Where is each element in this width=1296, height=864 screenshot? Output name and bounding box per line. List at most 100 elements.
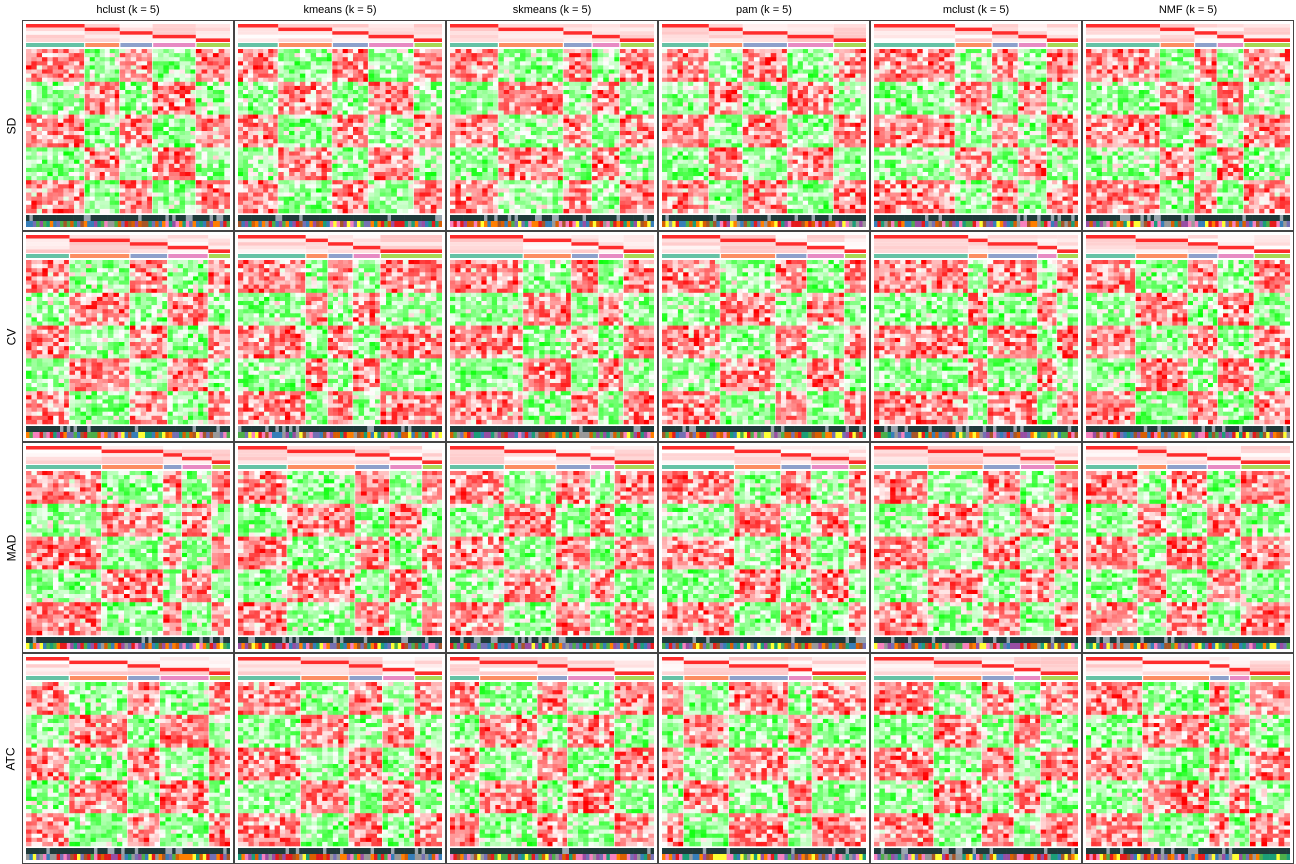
- heatmap-cell: [224, 172, 230, 177]
- heatmap-cell: [109, 167, 116, 173]
- heatmap-cell: [342, 81, 349, 87]
- heatmap-cell: [342, 61, 349, 66]
- heatmap-cell: [536, 139, 543, 144]
- heatmap-cell: [425, 114, 432, 119]
- heatmap-cell: [273, 196, 279, 201]
- heatmap-cell: [283, 155, 290, 160]
- heatmap-cell: [152, 122, 159, 128]
- heatmap-cell: [580, 147, 587, 152]
- heatmap-cell: [466, 65, 472, 70]
- heatmap-cell: [212, 208, 219, 214]
- heatmap-cell: [321, 208, 328, 214]
- heatmap-cell: [347, 102, 354, 107]
- heatmap-cell: [476, 61, 483, 66]
- heatmap-cell: [374, 114, 381, 119]
- heatmap-cell: [352, 126, 359, 132]
- heatmap-cell: [509, 90, 515, 95]
- heatmap-cell: [557, 73, 564, 78]
- heatmap-cell: [31, 184, 37, 189]
- annotation-cell: [425, 221, 429, 227]
- heatmap-cell: [36, 192, 43, 197]
- heatmap-cell: [408, 102, 415, 107]
- heatmap-cell: [201, 151, 208, 156]
- heatmap-cell: [268, 184, 274, 189]
- heatmap-cell: [190, 172, 197, 177]
- heatmap-cell: [68, 135, 75, 140]
- heatmap-cell: [536, 102, 543, 107]
- heatmap-cell: [294, 196, 301, 201]
- heatmap-cell: [58, 122, 64, 128]
- heatmap-cell: [425, 155, 432, 160]
- heatmap-cell: [258, 135, 264, 140]
- heatmap-cell: [636, 131, 643, 136]
- heatmap-cell: [631, 151, 638, 156]
- annotation-cell: [626, 221, 631, 227]
- heatmap-cell: [294, 57, 301, 62]
- heatmap-cell: [168, 196, 175, 201]
- heatmap-cell: [163, 184, 170, 189]
- heatmap-cell: [99, 208, 106, 214]
- heatmap-cell: [525, 102, 532, 107]
- heatmap-cell: [592, 110, 598, 115]
- heatmap-cell: [305, 110, 311, 115]
- heatmap-cell: [580, 114, 587, 119]
- heatmap-cell: [419, 114, 426, 119]
- annotation-cell: [565, 215, 570, 221]
- heatmap-cell: [119, 65, 126, 70]
- heatmap-cell: [104, 159, 111, 165]
- heatmap-cell: [130, 163, 137, 169]
- heatmap-cell: [36, 61, 43, 66]
- heatmap-cell: [636, 106, 643, 111]
- heatmap-cell: [574, 147, 581, 152]
- heatmap-cell: [648, 73, 654, 78]
- heatmap-cell: [569, 98, 576, 103]
- heatmap-cell: [520, 53, 526, 58]
- heatmap-cell: [580, 102, 587, 107]
- heatmap-cell: [31, 204, 37, 210]
- heatmap-cell: [498, 208, 505, 214]
- heatmap-cell: [152, 147, 159, 152]
- heatmap-cell: [42, 184, 48, 189]
- heatmap-cell: [541, 135, 548, 140]
- heatmap-cell: [190, 184, 197, 189]
- heatmap-cell: [541, 65, 548, 70]
- heatmap-cell: [547, 90, 553, 95]
- heatmap-cell: [63, 114, 70, 119]
- heatmap-cell: [547, 176, 553, 181]
- heatmap-cell: [619, 180, 626, 185]
- annotation-cell: [175, 221, 180, 227]
- heatmap-cell: [84, 98, 91, 103]
- heatmap-cell: [391, 90, 398, 95]
- heatmap-cell: [119, 196, 126, 201]
- heatmap-cell: [207, 81, 214, 87]
- heatmap-cell: [436, 172, 442, 177]
- heatmap-cell: [408, 155, 415, 160]
- heatmap-cell: [385, 176, 392, 181]
- heatmap-cell: [136, 135, 142, 140]
- annotation-cell: [326, 215, 331, 221]
- heatmap-cell: [425, 81, 432, 87]
- heatmap-cell: [530, 73, 537, 78]
- heatmap-cell: [396, 196, 403, 201]
- heatmap-cell: [253, 131, 259, 136]
- heatmap-cell: [163, 172, 170, 177]
- heatmap-cell: [487, 126, 494, 132]
- annotation-cell: [572, 221, 577, 227]
- heatmap-cell: [603, 77, 610, 83]
- heatmap-cell: [385, 188, 392, 193]
- annotation-cell: [404, 221, 409, 227]
- heatmap-cell: [352, 188, 359, 193]
- heatmap-cell: [36, 102, 43, 107]
- heatmap-cell: [536, 176, 543, 181]
- membership-cell: [238, 24, 279, 28]
- heatmap-cell: [557, 122, 564, 128]
- heatmap-cell: [58, 188, 64, 193]
- heatmap-cell: [89, 53, 96, 58]
- heatmap-cell: [47, 122, 53, 128]
- heatmap-cell: [648, 94, 654, 99]
- heatmap-cell: [94, 57, 101, 62]
- heatmap-cell: [152, 49, 159, 54]
- heatmap-cell: [374, 192, 381, 197]
- heatmap-cell: [207, 122, 214, 128]
- heatmap-cell: [476, 106, 483, 111]
